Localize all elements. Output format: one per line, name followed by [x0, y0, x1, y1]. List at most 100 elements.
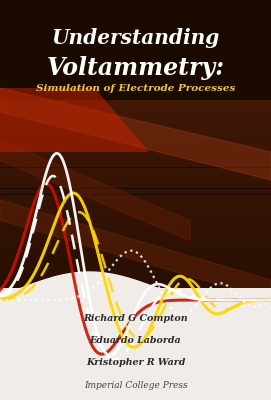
Bar	[0, 278, 271, 280]
Bar	[0, 162, 271, 163]
Bar	[0, 204, 271, 205]
Bar	[0, 302, 271, 304]
Bar	[0, 199, 271, 200]
Bar	[0, 367, 271, 368]
Bar	[0, 144, 271, 145]
Bar	[0, 154, 271, 156]
Bar	[0, 116, 271, 118]
Bar	[0, 168, 271, 169]
Bar	[0, 336, 271, 337]
Bar	[0, 190, 271, 192]
Bar	[0, 338, 271, 340]
Bar	[0, 386, 271, 388]
Polygon shape	[0, 88, 149, 152]
Bar	[0, 247, 271, 248]
Bar	[0, 342, 271, 343]
Bar	[0, 254, 271, 256]
Bar	[0, 212, 271, 214]
Bar	[0, 242, 271, 244]
Bar	[0, 361, 271, 362]
Text: Kristopher R Ward: Kristopher R Ward	[86, 358, 185, 367]
Bar	[0, 244, 271, 246]
Bar	[0, 380, 271, 382]
Bar	[0, 216, 271, 217]
Bar	[0, 253, 271, 254]
Bar	[0, 300, 271, 301]
Bar	[0, 308, 271, 310]
Bar	[0, 277, 271, 278]
Bar	[0, 378, 271, 379]
Bar	[0, 196, 271, 198]
Bar	[0, 122, 271, 124]
Bar	[0, 340, 271, 342]
Bar	[0, 188, 271, 190]
Bar	[0, 349, 271, 350]
Bar	[0, 292, 271, 294]
Bar	[0, 373, 271, 374]
Bar	[0, 360, 271, 361]
Bar	[0, 133, 271, 134]
Bar	[0, 118, 271, 120]
Bar	[0, 282, 271, 283]
Bar	[0, 283, 271, 284]
Bar	[0, 224, 271, 226]
Bar	[0, 272, 271, 274]
Bar	[0, 223, 271, 224]
Bar	[0, 194, 271, 196]
Bar	[0, 208, 271, 210]
Bar	[0, 316, 271, 318]
Bar	[0, 181, 271, 182]
Bar	[0, 259, 271, 260]
Bar	[0, 394, 271, 396]
Bar	[0, 337, 271, 338]
Bar	[0, 220, 271, 222]
Bar	[0, 352, 271, 354]
Bar	[0, 256, 271, 258]
Bar	[0, 241, 271, 242]
Bar	[0, 106, 271, 108]
Bar	[0, 138, 271, 139]
Bar	[0, 350, 271, 352]
Bar	[0, 146, 271, 148]
Bar	[0, 318, 271, 319]
Bar	[0, 163, 271, 164]
Bar	[0, 142, 271, 144]
Bar	[0, 132, 271, 133]
Bar	[0, 364, 271, 366]
Bar	[0, 180, 271, 181]
Bar	[0, 104, 271, 106]
Bar	[0, 230, 271, 232]
Bar	[0, 382, 271, 384]
Bar	[0, 182, 271, 184]
Bar	[0, 288, 271, 400]
Bar	[0, 328, 271, 330]
Bar	[0, 115, 271, 116]
Bar	[0, 193, 271, 194]
Bar	[0, 356, 271, 358]
Bar	[0, 202, 271, 204]
Bar	[0, 390, 271, 391]
Bar	[0, 384, 271, 385]
Bar	[0, 343, 271, 344]
Bar	[0, 145, 271, 146]
Bar	[0, 103, 271, 104]
Bar	[0, 295, 271, 296]
Bar	[0, 326, 271, 328]
Bar	[0, 290, 271, 292]
Bar	[0, 234, 271, 235]
Bar	[0, 322, 271, 324]
Bar	[0, 110, 271, 112]
Bar	[0, 160, 271, 162]
Text: Simulation of Electrode Processes: Simulation of Electrode Processes	[36, 84, 235, 93]
Bar	[0, 331, 271, 332]
Bar	[0, 379, 271, 380]
Bar	[0, 332, 271, 334]
Bar	[0, 260, 271, 262]
Bar	[0, 198, 271, 199]
Bar	[0, 307, 271, 308]
Bar	[0, 271, 271, 272]
Bar	[0, 217, 271, 218]
Bar	[0, 289, 271, 290]
Bar	[0, 398, 271, 400]
Bar	[0, 248, 271, 250]
